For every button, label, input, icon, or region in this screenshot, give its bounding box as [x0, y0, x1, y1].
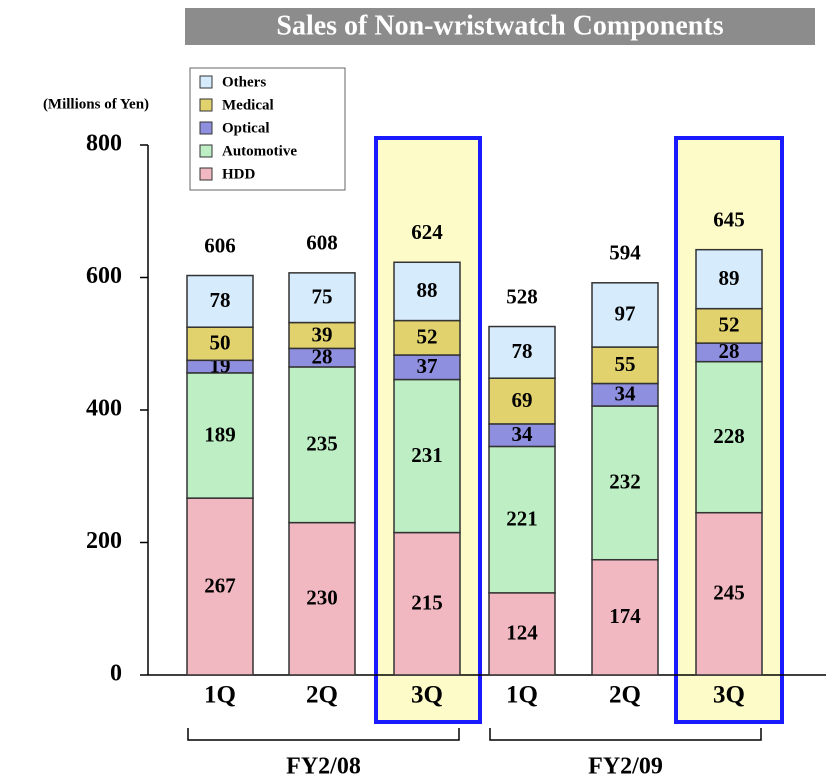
legend-label: Automotive	[222, 143, 297, 159]
value-label: 221	[506, 506, 538, 530]
bar-segment	[288, 321, 356, 350]
group-bracket	[489, 728, 762, 741]
total-label: 606	[204, 233, 236, 257]
value-label: 189	[204, 422, 236, 446]
value-label: 37	[417, 354, 438, 378]
bar-segment	[288, 366, 356, 524]
x-tick-label: 2Q	[609, 682, 641, 709]
legend-swatch	[199, 121, 213, 135]
bar-segment	[591, 282, 659, 348]
bar-segment	[186, 372, 254, 499]
x-tick-label: 1Q	[506, 682, 538, 709]
total-label: 645	[713, 207, 745, 231]
y-axis-label: (Millions of Yen)	[43, 96, 149, 112]
y-tick-label: 200	[86, 528, 122, 554]
value-label: 28	[719, 339, 740, 363]
total-label: 594	[609, 241, 641, 265]
y-tick-label: 600	[86, 263, 122, 289]
value-label: 52	[417, 325, 438, 349]
legend-swatch	[199, 144, 213, 158]
value-label: 235	[306, 432, 338, 456]
bar-segment	[695, 360, 763, 514]
value-label: 39	[312, 322, 333, 346]
bar-segment	[695, 511, 763, 676]
value-label: 52	[719, 313, 740, 337]
value-label: 89	[719, 266, 740, 290]
legend-swatch	[199, 167, 213, 181]
legend-label: HDD	[222, 166, 256, 182]
bar-segment	[488, 377, 556, 425]
x-tick-label: 3Q	[713, 682, 745, 709]
bar-segment	[393, 378, 461, 534]
legend-label: Optical	[222, 120, 270, 136]
total-label: 528	[506, 284, 538, 308]
bar-segment	[591, 346, 659, 385]
legend-swatch	[199, 98, 213, 112]
total-label: 624	[411, 220, 443, 244]
value-label: 78	[512, 339, 533, 363]
bar-segment	[288, 521, 356, 676]
legend-box	[189, 67, 346, 191]
bar-segment	[591, 405, 659, 561]
group-label: FY2/09	[588, 754, 663, 780]
value-label: 174	[609, 604, 641, 628]
bar-segment	[393, 319, 461, 356]
value-label: 228	[713, 424, 745, 448]
legend-swatch	[199, 75, 213, 89]
x-tick-label: 1Q	[204, 682, 236, 709]
x-tick-label: 2Q	[306, 682, 338, 709]
bar-segment	[186, 274, 254, 328]
value-label: 88	[417, 278, 438, 302]
value-label: 55	[615, 352, 636, 376]
bar-segment	[591, 558, 659, 676]
bar-segment	[393, 531, 461, 676]
legend-label: Others	[222, 74, 266, 90]
value-label: 245	[713, 581, 745, 605]
value-label: 28	[312, 344, 333, 368]
bar-segment	[488, 592, 556, 676]
bar-segment	[488, 325, 556, 379]
bar-segment	[393, 354, 461, 381]
value-label: 34	[512, 422, 534, 446]
value-label: 50	[210, 331, 231, 355]
bar-segment	[695, 307, 763, 344]
bar-segment	[186, 497, 254, 676]
x-tick-label: 3Q	[411, 682, 443, 709]
bar-segment	[488, 445, 556, 594]
value-label: 97	[615, 302, 636, 326]
y-tick-label: 400	[86, 396, 122, 422]
bar-segment	[695, 248, 763, 310]
value-label: 215	[411, 591, 443, 615]
value-label: 75	[312, 285, 333, 309]
value-label: 230	[306, 586, 338, 610]
value-label: 69	[512, 388, 533, 412]
chart-title: Sales of Non-wristwatch Components	[276, 10, 723, 41]
value-label: 34	[615, 382, 637, 406]
bar-segment	[288, 272, 356, 324]
value-label: 267	[204, 573, 236, 597]
bar-segment	[186, 326, 254, 362]
legend-label: Medical	[222, 97, 274, 113]
bar-segment	[393, 261, 461, 322]
value-label: 232	[609, 470, 641, 494]
value-label: 231	[411, 443, 443, 467]
y-tick-label: 0	[110, 661, 122, 687]
value-label: 124	[506, 621, 538, 645]
total-label: 608	[306, 231, 338, 255]
value-label: 78	[210, 288, 231, 312]
group-bracket	[187, 728, 460, 741]
y-tick-label: 800	[86, 131, 122, 157]
group-label: FY2/08	[286, 754, 361, 780]
title-box	[185, 8, 815, 45]
